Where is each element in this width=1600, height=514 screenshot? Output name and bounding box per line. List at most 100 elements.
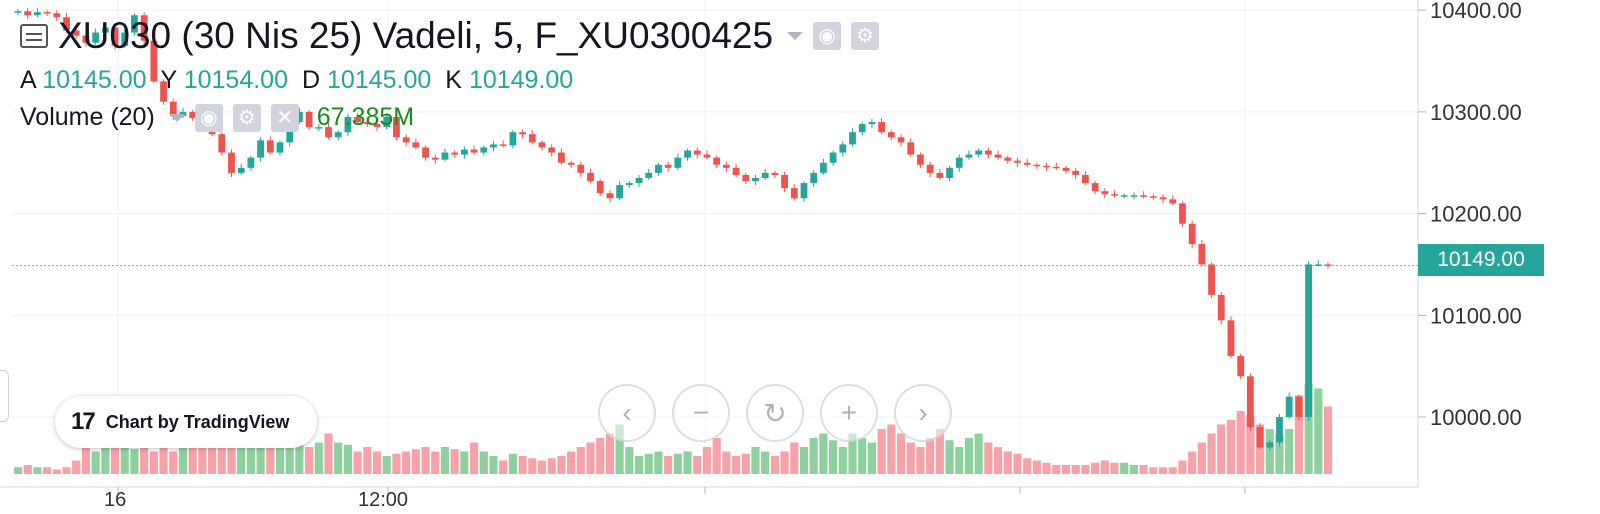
gear-icon[interactable]: ⚙ (232, 103, 261, 132)
close-icon[interactable]: ✕ (270, 103, 299, 132)
candle-body (858, 124, 866, 133)
panel-resize-handle[interactable] (0, 370, 9, 422)
volume-bar (13, 467, 23, 474)
candle-body (1285, 396, 1293, 417)
candle-body (519, 132, 526, 135)
candle-body (266, 140, 274, 153)
tradingview-badge[interactable]: 17 Chart by TradingView (55, 396, 317, 448)
candle-body (296, 111, 303, 123)
ohlc-key: D (302, 66, 321, 94)
candle-body (460, 149, 468, 155)
candle-body (121, 32, 129, 46)
zoom-in-button[interactable]: + (820, 384, 878, 442)
volume-bar (887, 424, 896, 474)
candle-body (480, 147, 488, 153)
volume-bar (198, 444, 207, 474)
volume-bar (1129, 465, 1139, 474)
volume-bar (450, 449, 459, 474)
scroll-left-button[interactable]: ‹ (598, 384, 656, 442)
candle-body (1140, 195, 1148, 197)
candle-body (72, 30, 80, 36)
candle-body (684, 150, 691, 158)
candle-body (412, 142, 420, 148)
candle-body (111, 27, 119, 46)
volume-bar (33, 467, 42, 474)
candle-body (538, 142, 546, 148)
candle-body (616, 185, 624, 199)
candle-body (1004, 157, 1012, 161)
ohlc-key: K (445, 66, 462, 94)
volume-bar (867, 442, 877, 474)
volume-bar (848, 433, 857, 474)
volume-bar (1149, 467, 1158, 474)
volume-bar (761, 451, 770, 474)
volume-bar (537, 460, 547, 474)
volume-label[interactable]: Volume (20) (20, 103, 155, 131)
candle-body (1091, 183, 1099, 192)
volume-bar (1314, 388, 1323, 474)
candle-body (955, 157, 963, 168)
gear-icon[interactable]: ⚙ (851, 22, 880, 50)
volume-bar (625, 447, 634, 474)
candle-body (276, 142, 284, 153)
menu-icon[interactable] (20, 24, 48, 48)
chevron-left-icon: ‹ (622, 397, 632, 428)
volume-bar (547, 458, 556, 474)
volume-bar (741, 453, 750, 474)
candle-body (917, 154, 924, 165)
volume-bar (499, 460, 508, 474)
candle-body (771, 172, 779, 175)
candle-body (1227, 320, 1235, 356)
volume-bar (43, 467, 52, 474)
eye-icon[interactable]: ◉ (813, 22, 842, 50)
volume-bar (751, 447, 760, 474)
candle-body (325, 127, 332, 138)
volume-bar (149, 451, 158, 474)
candle-body (1130, 195, 1138, 197)
scroll-right-button[interactable]: › (894, 384, 952, 442)
volume-bar (819, 433, 828, 474)
candle-body (752, 177, 759, 182)
ohlc-value: 10145.00 (327, 66, 432, 94)
candle-body (218, 134, 226, 153)
volume-bar (557, 456, 566, 474)
volume-bar (731, 456, 741, 474)
volume-bar (993, 447, 1003, 474)
volume-bar (489, 456, 498, 474)
chevron-down-icon[interactable] (168, 113, 185, 122)
candle-body (645, 172, 653, 178)
volume-bar (809, 438, 818, 474)
zoom-out-button[interactable]: − (672, 384, 730, 442)
symbol-title[interactable]: XU030 (30 Nis 25) Vadeli, 5, F_XU0300425 (58, 15, 774, 56)
eye-icon[interactable]: ◉ (194, 103, 223, 132)
volume-bar (353, 451, 362, 474)
tradingview-logo-icon: 17 (71, 408, 96, 435)
candle-body (984, 150, 992, 155)
volume-bar (275, 431, 285, 474)
candle-body (140, 15, 148, 41)
volume-bar (334, 442, 343, 474)
reset-button[interactable]: ↻ (746, 384, 804, 442)
candle-body (169, 101, 177, 116)
candle-body (1305, 264, 1312, 417)
candle-body (1295, 396, 1303, 417)
candle-body (606, 193, 614, 199)
candle-body (781, 174, 788, 189)
time-tick-label: 12:00 (358, 489, 408, 509)
candle-body (247, 157, 255, 168)
volume-bar (1207, 433, 1216, 474)
candle-body (393, 116, 400, 138)
candle-body (790, 188, 798, 199)
volume-bar (1188, 451, 1197, 474)
volume-bar (52, 469, 61, 474)
candle-body (305, 111, 313, 128)
candle-body (373, 124, 381, 128)
candle-body (499, 144, 507, 146)
candle-body (1217, 294, 1225, 321)
candle-body (1101, 191, 1109, 195)
chevron-down-icon[interactable] (787, 32, 804, 40)
candle-body (451, 152, 459, 155)
candle-body (567, 162, 575, 165)
